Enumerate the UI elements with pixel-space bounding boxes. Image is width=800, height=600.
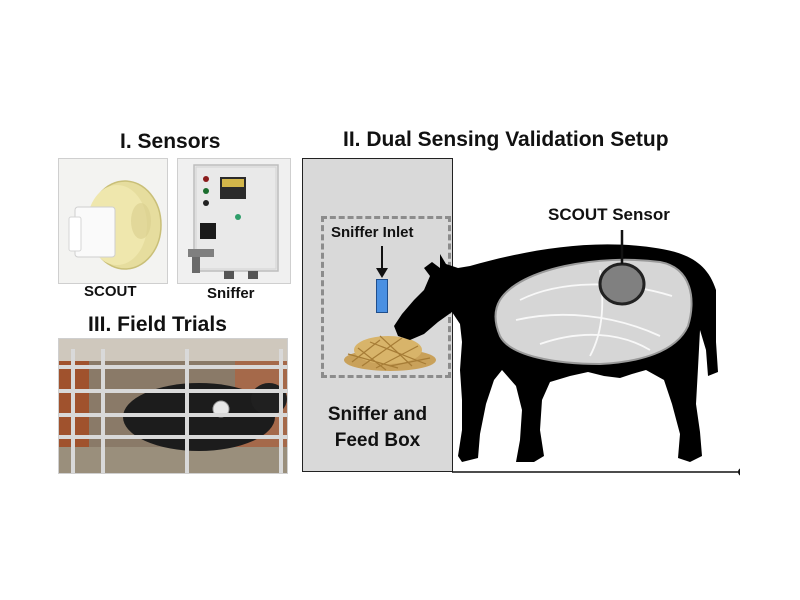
sniffer-inlet <box>376 279 388 313</box>
feed-box-label-line2: Feed Box <box>334 430 421 451</box>
barn-pen-icon <box>59 339 287 473</box>
hay-pile-icon <box>344 335 436 371</box>
field-trials-title: III. Field Trials <box>88 313 227 336</box>
sniffer-photo <box>177 158 291 284</box>
field-trial-photo <box>58 338 288 474</box>
sniffer-caption: Sniffer <box>207 285 255 302</box>
arrow-down-icon <box>376 246 388 278</box>
scout-caption: SCOUT <box>84 283 137 300</box>
sniffer-inlet-label: Sniffer Inlet <box>331 224 414 241</box>
feed-box-label: Sniffer and Feed Box <box>302 402 453 454</box>
setup-title: II. Dual Sensing Validation Setup <box>343 128 669 151</box>
sensors-title: I. Sensors <box>120 130 221 153</box>
feed-box-label-line1: Sniffer and <box>327 404 428 425</box>
electrical-box-icon <box>178 159 290 283</box>
scout-photo <box>58 158 168 284</box>
scout-sensor-label: SCOUT Sensor <box>548 205 670 224</box>
cow-silhouette-icon <box>394 230 740 476</box>
cylindrical-sensor-icon <box>59 159 167 283</box>
